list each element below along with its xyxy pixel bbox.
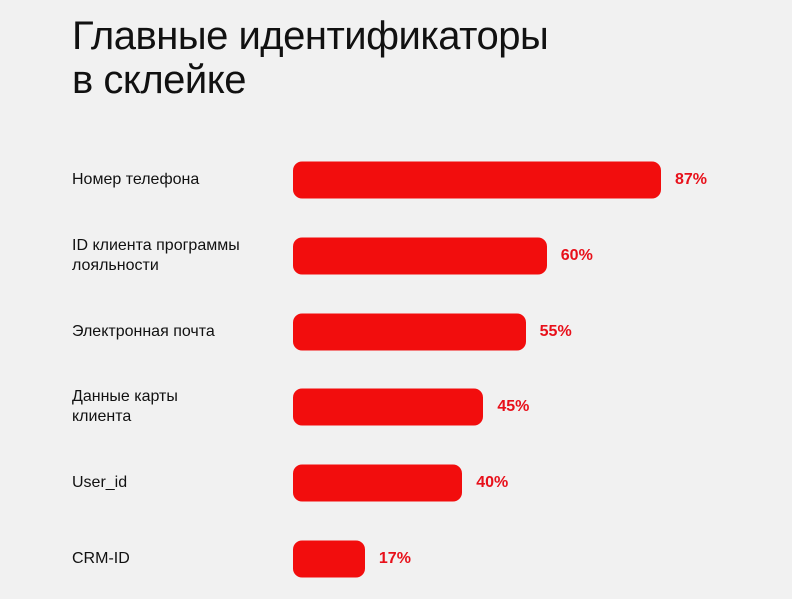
bar xyxy=(293,161,661,199)
bar xyxy=(293,464,463,502)
category-label: User_id xyxy=(72,474,128,492)
bar xyxy=(293,237,547,275)
chart-title: Главные идентификаторы в склейке xyxy=(72,14,549,102)
category-label: CRM-ID xyxy=(72,550,130,567)
value-label: 55% xyxy=(539,322,572,340)
bar xyxy=(293,540,365,578)
value-label: 17% xyxy=(378,550,411,567)
bar xyxy=(293,388,484,426)
bar xyxy=(293,313,526,351)
value-label: 45% xyxy=(497,398,530,416)
category-label: ID клиента программы лояльности xyxy=(72,236,240,274)
category-label: Электронная почта xyxy=(72,322,215,340)
category-label: Номер телефона xyxy=(72,171,200,188)
value-label: 87% xyxy=(675,171,708,188)
value-label: 40% xyxy=(476,474,509,492)
value-label: 60% xyxy=(560,246,593,264)
category-label: Данные карты клиента xyxy=(72,388,178,426)
